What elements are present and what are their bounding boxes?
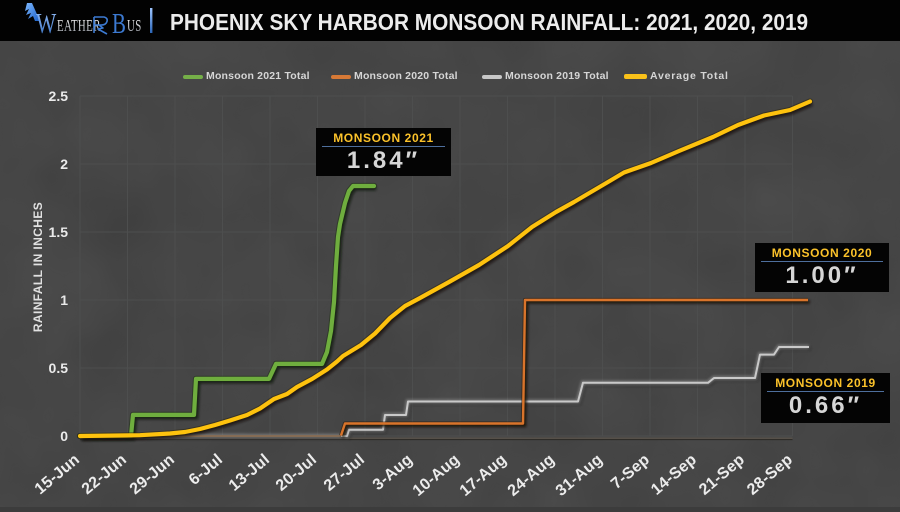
svg-text:EATHER: EATHER: [57, 18, 101, 36]
svg-text:W: W: [36, 7, 57, 40]
svg-text:US: US: [127, 18, 142, 36]
svg-text:B: B: [112, 8, 126, 40]
